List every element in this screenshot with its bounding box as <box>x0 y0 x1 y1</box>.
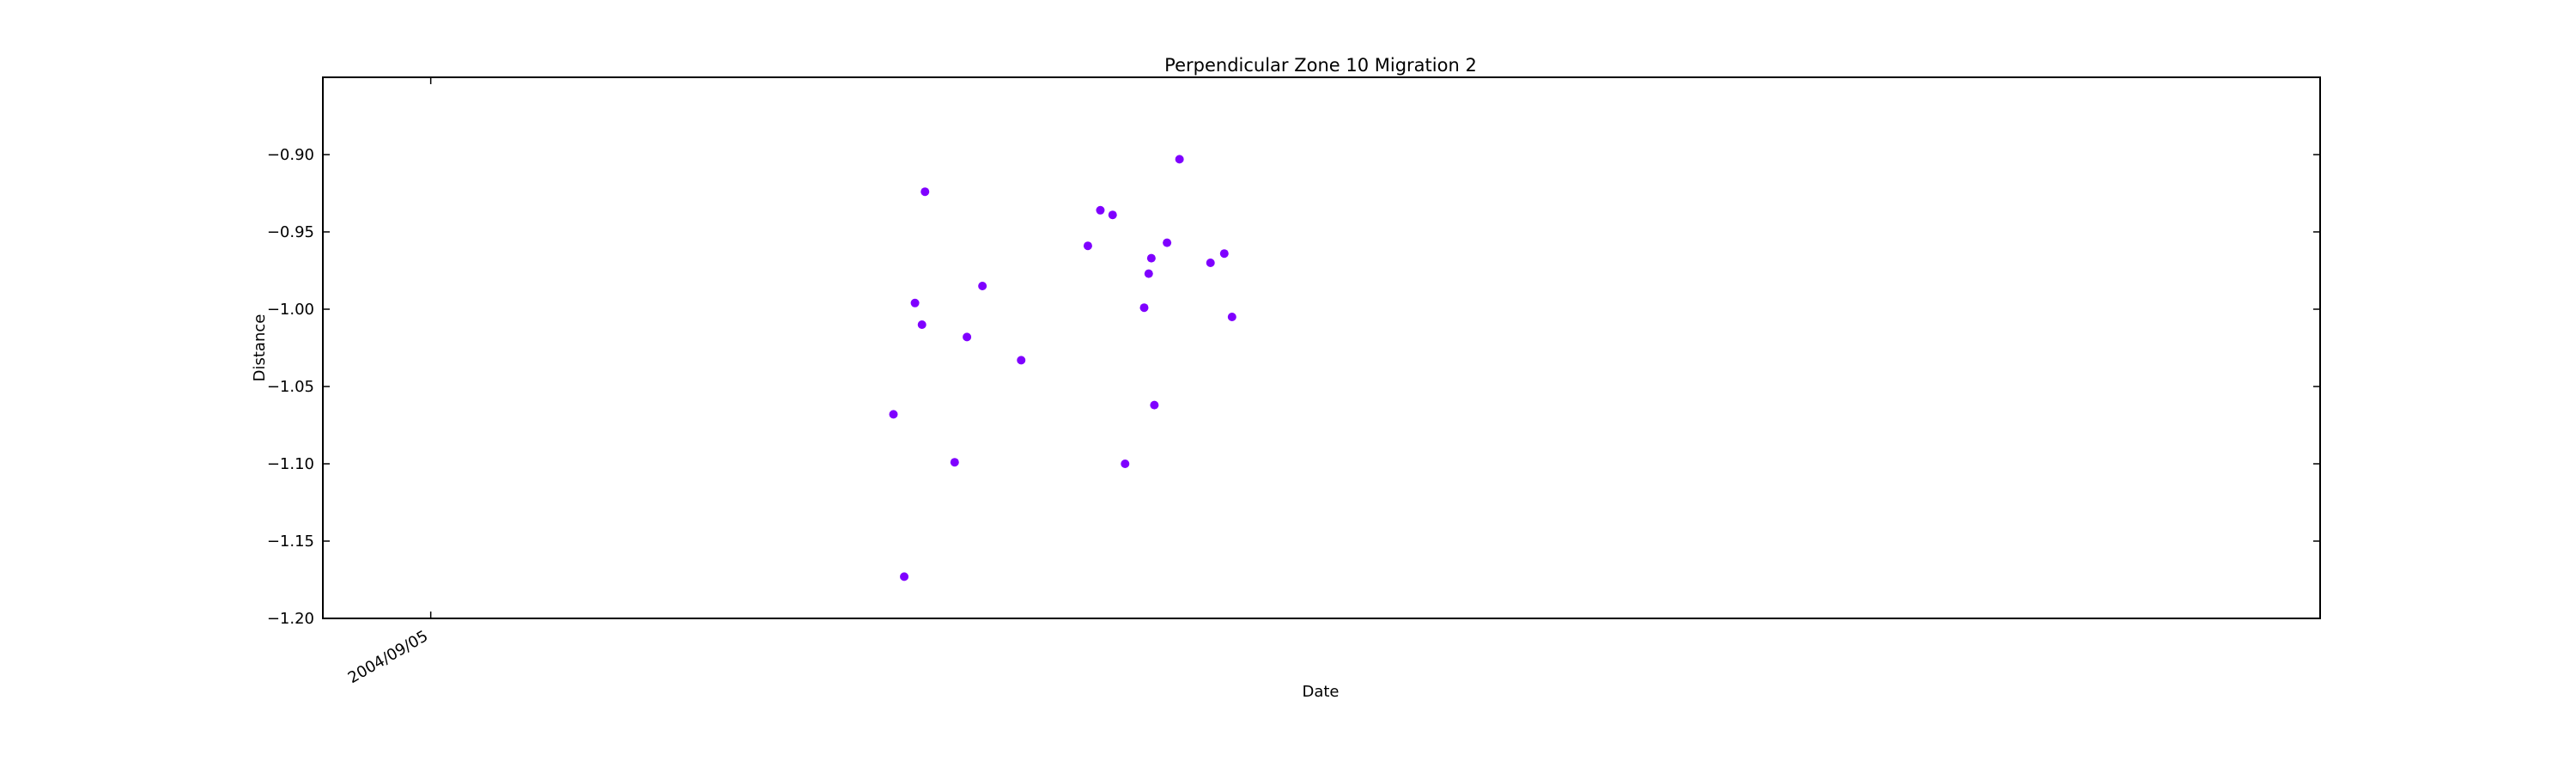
chart-title: Perpendicular Zone 10 Migration 2 <box>1164 55 1477 76</box>
y-tick-label: −0.95 <box>267 223 314 241</box>
plot-area <box>322 76 2321 619</box>
y-tick-label: −1.10 <box>267 455 314 473</box>
data-point <box>950 458 959 467</box>
data-point <box>1096 205 1105 215</box>
data-point <box>1144 269 1153 278</box>
data-point <box>917 320 927 329</box>
data-point <box>1121 460 1130 468</box>
data-point <box>1017 356 1026 365</box>
data-point <box>963 332 972 342</box>
data-point <box>900 572 909 581</box>
data-point <box>1219 249 1229 259</box>
y-tick-label: −1.05 <box>267 378 314 396</box>
data-point <box>1150 400 1159 410</box>
data-point <box>1175 155 1184 164</box>
y-tick-label: −1.15 <box>267 533 314 551</box>
data-point <box>920 187 930 197</box>
data-point <box>1139 303 1149 313</box>
data-point <box>910 298 920 307</box>
y-tick-label: −1.00 <box>267 301 314 319</box>
data-point <box>1227 313 1236 321</box>
data-point <box>1108 210 1117 220</box>
y-axis-label: Distance <box>251 314 269 382</box>
x-axis: 2004/09/05 <box>345 77 432 687</box>
data-points <box>889 155 1236 581</box>
data-point <box>1163 238 1172 247</box>
data-point <box>1083 241 1092 251</box>
y-tick-label: −0.90 <box>267 146 314 164</box>
x-tick-label: 2004/09/05 <box>345 627 431 687</box>
data-point <box>978 282 987 290</box>
data-point <box>1206 259 1215 267</box>
data-point <box>889 410 898 419</box>
y-tick-label: −1.20 <box>267 610 314 628</box>
x-axis-label: Date <box>1302 683 1339 701</box>
data-point <box>1146 253 1156 263</box>
y-axis: −0.90 −0.95 −1.00 −1.05 −1.10 −1.15 −1.20 <box>267 146 2320 628</box>
